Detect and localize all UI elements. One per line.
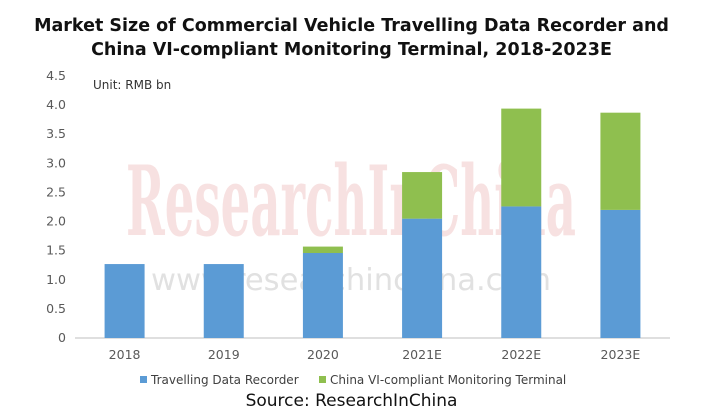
chart-title-line1: Market Size of Commercial Vehicle Travel… bbox=[34, 16, 669, 36]
bar-recorder-2021E bbox=[402, 218, 443, 338]
y-tick-label: 0 bbox=[58, 330, 66, 345]
x-tick-label: 2018 bbox=[109, 347, 141, 362]
bar-recorder-2020 bbox=[302, 252, 343, 338]
legend-item-recorder-swatch bbox=[140, 376, 147, 383]
y-tick-label: 3.0 bbox=[46, 155, 66, 170]
y-tick-label: 4.0 bbox=[46, 97, 66, 112]
y-tick-label: 1.5 bbox=[46, 243, 66, 258]
bar-recorder-2018 bbox=[104, 264, 145, 338]
unit-label: Unit: RMB bn bbox=[93, 78, 171, 92]
y-tick-label: 0.5 bbox=[46, 301, 66, 316]
y-tick-label: 3.5 bbox=[46, 126, 66, 141]
chart-title-line2: China VI-compliant Monitoring Terminal, … bbox=[91, 40, 612, 60]
x-tick-label: 2019 bbox=[208, 347, 240, 362]
watermark-logo: ResearchInChina bbox=[126, 145, 576, 258]
x-tick-label: 2021E bbox=[402, 347, 442, 362]
bar-recorder-2023E bbox=[600, 209, 641, 338]
source-note: Source: ResearchInChina bbox=[245, 391, 458, 411]
legend-item-recorder-label: Travelling Data Recorder bbox=[150, 373, 299, 387]
bar-terminal-2022E bbox=[501, 108, 542, 207]
y-tick-label: 1.0 bbox=[46, 272, 66, 287]
bar-terminal-2020 bbox=[302, 246, 343, 253]
y-tick-label: 2.5 bbox=[46, 184, 66, 199]
bar-terminal-2021E bbox=[402, 172, 443, 219]
x-axis: 2018 2019 2020 2021E 2022E 2023E bbox=[109, 347, 641, 362]
y-axis: 0 0.5 1.0 1.5 2.0 2.5 3.0 3.5 4.0 4.5 bbox=[46, 68, 670, 345]
x-tick-label: 2020 bbox=[307, 347, 339, 362]
y-tick-label: 2.0 bbox=[46, 214, 66, 229]
legend: Travelling Data Recorder China VI-complia… bbox=[140, 373, 566, 387]
bar-terminal-2023E bbox=[600, 112, 641, 210]
chart-title: Market Size of Commercial Vehicle Travel… bbox=[0, 14, 703, 62]
legend-item-terminal-label: China VI-compliant Monitoring Terminal bbox=[330, 373, 566, 387]
x-tick-label: 2023E bbox=[601, 347, 641, 362]
bar-recorder-2022E bbox=[501, 206, 542, 338]
y-tick-label: 4.5 bbox=[46, 68, 66, 83]
legend-item-terminal-swatch bbox=[319, 376, 326, 383]
bars bbox=[104, 108, 641, 338]
x-tick-label: 2022E bbox=[501, 347, 541, 362]
bar-recorder-2019 bbox=[203, 264, 244, 338]
